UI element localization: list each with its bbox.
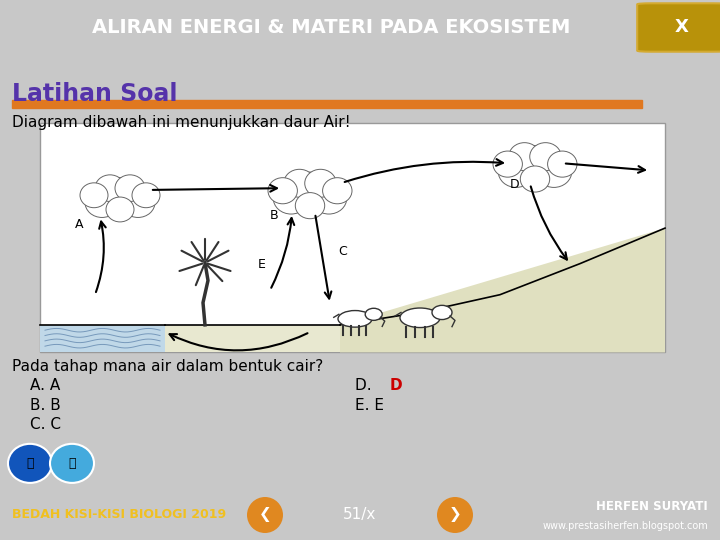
Text: C. C: C. C: [30, 417, 61, 432]
Ellipse shape: [365, 308, 382, 320]
Text: ❯: ❯: [449, 508, 462, 523]
Text: Latihan Soal: Latihan Soal: [12, 82, 178, 106]
Text: 51/x: 51/x: [343, 508, 377, 523]
Circle shape: [98, 178, 142, 217]
Circle shape: [530, 143, 562, 171]
Circle shape: [8, 444, 52, 483]
Circle shape: [311, 183, 347, 214]
Circle shape: [132, 183, 160, 208]
Text: A. A: A. A: [30, 378, 60, 393]
Text: B: B: [270, 209, 279, 222]
Text: ALIRAN ENERGI & MATERI PADA EKOSISTEM: ALIRAN ENERGI & MATERI PADA EKOSISTEM: [92, 18, 570, 37]
Circle shape: [268, 178, 297, 204]
Circle shape: [121, 187, 155, 218]
Text: www.prestasiherfen.blogspot.com: www.prestasiherfen.blogspot.com: [542, 521, 708, 531]
Circle shape: [106, 197, 134, 222]
Ellipse shape: [432, 305, 452, 320]
Circle shape: [247, 497, 283, 533]
Text: Diagram dibawah ini menunjukkan daur Air!: Diagram dibawah ini menunjukkan daur Air…: [12, 116, 351, 130]
Circle shape: [437, 497, 473, 533]
Circle shape: [80, 183, 108, 208]
Text: BEDAH KISI-KISI BIOLOGI 2019: BEDAH KISI-KISI BIOLOGI 2019: [12, 509, 226, 522]
Text: Pada tahap mana air dalam bentuk cair?: Pada tahap mana air dalam bentuk cair?: [12, 359, 323, 374]
Text: E. E: E. E: [355, 397, 384, 413]
Circle shape: [512, 145, 558, 186]
Circle shape: [295, 193, 325, 219]
Circle shape: [536, 156, 572, 187]
Text: C: C: [338, 245, 347, 258]
Circle shape: [548, 151, 577, 177]
Bar: [40, 123, 665, 353]
Circle shape: [287, 172, 333, 213]
Bar: [12, 100, 642, 108]
Ellipse shape: [338, 310, 372, 327]
Circle shape: [115, 175, 145, 201]
Text: D: D: [390, 378, 402, 393]
Text: X: X: [675, 18, 689, 37]
Text: B. B: B. B: [30, 397, 60, 413]
Text: D: D: [510, 178, 520, 191]
Polygon shape: [40, 325, 165, 353]
Text: 🏃: 🏃: [68, 457, 76, 470]
Circle shape: [493, 151, 523, 177]
Circle shape: [521, 166, 549, 192]
Circle shape: [50, 444, 94, 483]
Circle shape: [95, 175, 125, 201]
Circle shape: [274, 183, 309, 214]
Polygon shape: [165, 325, 340, 353]
Text: ❮: ❮: [258, 508, 271, 523]
Text: D.: D.: [355, 378, 377, 393]
Polygon shape: [340, 228, 665, 353]
Circle shape: [323, 178, 352, 204]
Text: A: A: [75, 218, 84, 231]
Ellipse shape: [400, 308, 440, 328]
Text: 🏛: 🏛: [26, 457, 34, 470]
Text: HERFEN SURYATI: HERFEN SURYATI: [596, 500, 708, 512]
Text: E: E: [258, 258, 266, 271]
FancyBboxPatch shape: [637, 3, 720, 52]
Circle shape: [85, 187, 119, 218]
Circle shape: [498, 156, 534, 187]
Circle shape: [509, 143, 540, 171]
Circle shape: [284, 170, 315, 197]
Circle shape: [305, 170, 336, 197]
